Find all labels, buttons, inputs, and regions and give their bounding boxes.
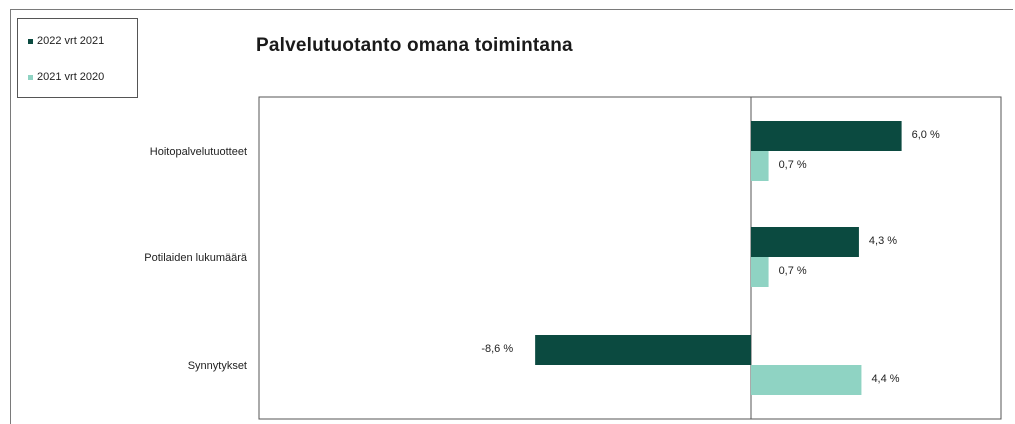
value-label-s1-c2: 4,4 % <box>871 373 899 385</box>
legend-swatch-2022 <box>28 38 33 44</box>
bar-s1-c0 <box>751 151 769 181</box>
value-label-s1-c1: 0,7 % <box>779 265 807 277</box>
bar-s0-c0 <box>751 121 902 151</box>
legend-swatch-2021 <box>28 74 33 80</box>
category-label-0: Hoitopalvelutuotteet <box>150 146 247 158</box>
page-border-left <box>10 9 11 424</box>
chart-title: Palvelutuotanto omana toimintana <box>256 35 573 56</box>
category-label-1: Potilaiden lukumäärä <box>144 252 248 264</box>
bar-s0-c1 <box>751 227 859 257</box>
bar-s1-c2 <box>751 365 862 395</box>
category-label-2: Synnytykset <box>188 360 247 372</box>
legend-label-2022: 2022 vrt 2021 <box>37 35 105 47</box>
legend-item-2022: 2022 vrt 2021 <box>28 35 104 47</box>
plot-area-border <box>258 96 1002 420</box>
value-label-s1-c0: 0,7 % <box>779 159 807 171</box>
legend-label-2021: 2021 vrt 2020 <box>37 71 105 83</box>
legend-item-2021: 2021 vrt 2020 <box>28 71 104 83</box>
page-border-top <box>10 9 1013 10</box>
value-label-s0-c0: 6,0 % <box>912 129 940 141</box>
bar-s1-c1 <box>751 257 769 287</box>
value-label-s0-c1: 4,3 % <box>869 235 897 247</box>
legend: 2022 vrt 2021 2021 vrt 2020 <box>17 18 138 98</box>
bar-s0-c2 <box>535 335 751 365</box>
value-label-s0-c2: -8,6 % <box>481 343 513 355</box>
